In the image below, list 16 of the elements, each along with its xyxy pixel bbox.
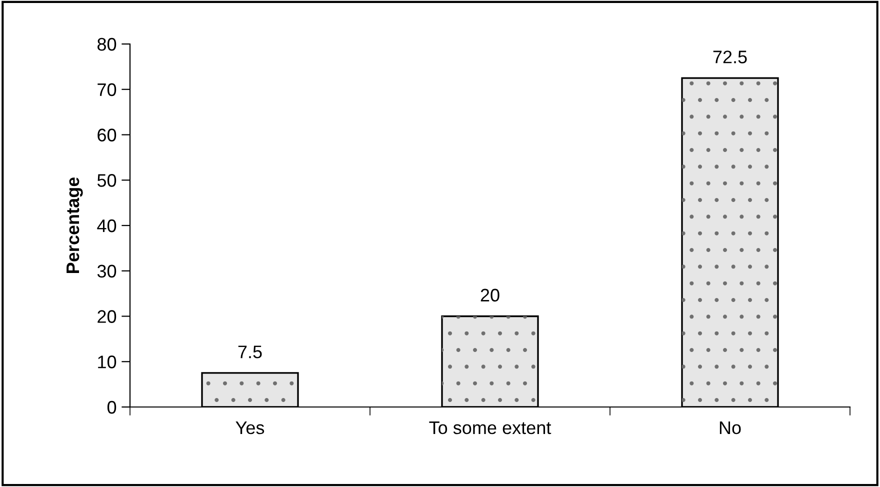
data-label: 20 xyxy=(480,288,500,302)
y-tick-label: 30 xyxy=(97,264,116,278)
y-tick-label: 60 xyxy=(98,128,116,142)
y-tick-label: 0 xyxy=(107,400,116,414)
y-tick-label: 10 xyxy=(98,356,116,368)
y-axis-title: Percentage xyxy=(66,177,83,273)
y-tick-label: 80 xyxy=(98,38,116,51)
y-tick-label: 70 xyxy=(98,83,116,96)
data-label: 7.5 xyxy=(238,346,262,358)
y-tick-label: 40 xyxy=(97,219,116,232)
x-tick-label: To some extent xyxy=(429,422,552,434)
x-tick-label: Yes xyxy=(236,422,264,434)
y-tick-label: 50 xyxy=(97,174,116,187)
x-tick-label: No xyxy=(720,422,741,434)
data-label: 72.5 xyxy=(713,50,747,64)
y-tick-label: 20 xyxy=(98,310,116,323)
